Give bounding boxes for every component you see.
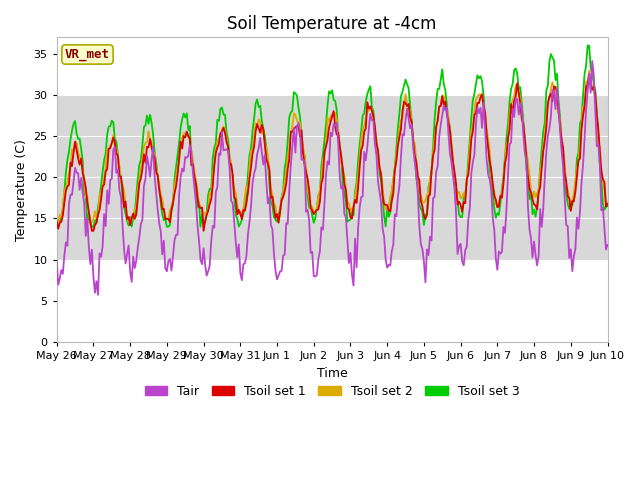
Legend: Tair, Tsoil set 1, Tsoil set 2, Tsoil set 3: Tair, Tsoil set 1, Tsoil set 2, Tsoil se… — [140, 380, 524, 403]
Bar — [57, 95, 607, 260]
X-axis label: Time: Time — [317, 367, 348, 380]
Text: VR_met: VR_met — [65, 48, 110, 61]
Title: Soil Temperature at -4cm: Soil Temperature at -4cm — [227, 15, 436, 33]
Y-axis label: Temperature (C): Temperature (C) — [15, 139, 28, 240]
